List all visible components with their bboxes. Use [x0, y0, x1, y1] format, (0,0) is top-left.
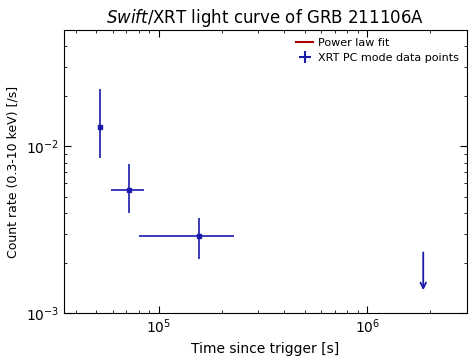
X-axis label: Time since trigger [s]: Time since trigger [s]: [191, 342, 339, 356]
Y-axis label: Count rate (0.3-10 keV) [/s]: Count rate (0.3-10 keV) [/s]: [7, 85, 20, 257]
Legend: Power law fit, XRT PC mode data points: Power law fit, XRT PC mode data points: [292, 33, 464, 68]
Title: $\it{Swift}$/XRT light curve of GRB 211106A: $\it{Swift}$/XRT light curve of GRB 2111…: [106, 7, 424, 29]
